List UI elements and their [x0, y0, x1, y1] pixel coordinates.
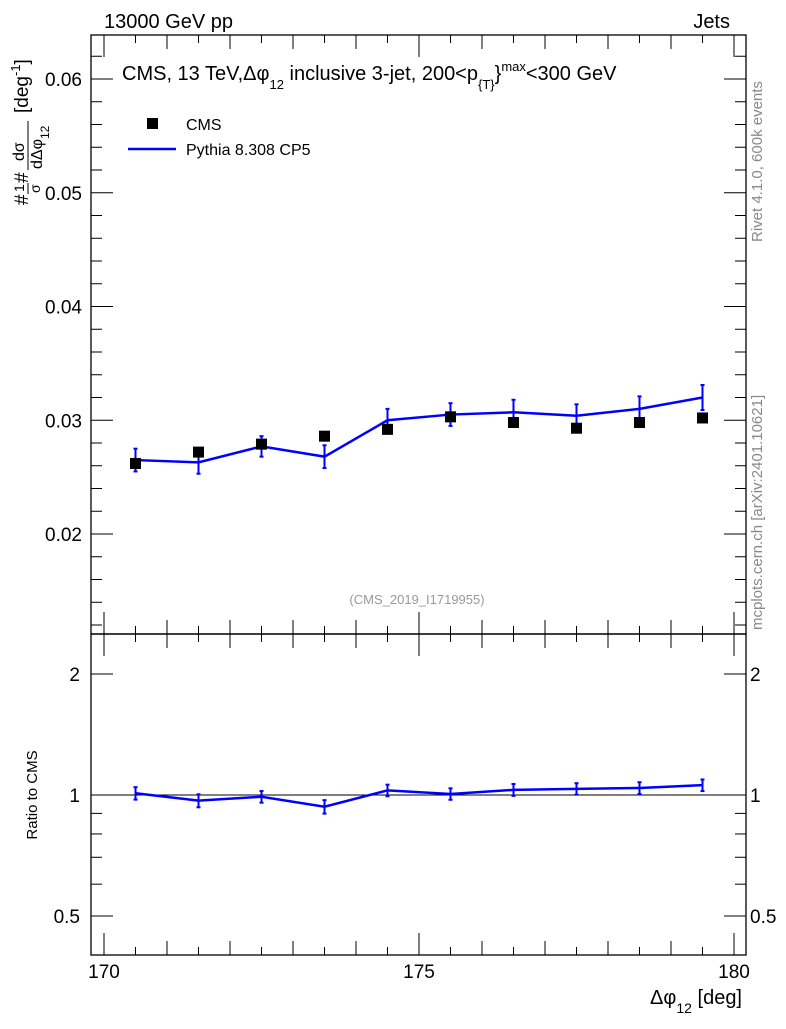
- side-label-mcplots: mcplots.cern.ch [arXiv:2401.10621]: [749, 395, 766, 630]
- ratio-y-tick-label-right: 1: [750, 786, 761, 807]
- cms-point: [508, 417, 519, 429]
- x-tick-labels: 170 175 180: [88, 962, 750, 983]
- y-tick-label: 0.03: [45, 411, 82, 432]
- cms-point: [571, 422, 582, 434]
- cms-point: [256, 438, 267, 450]
- ratio-y-tick-label-right: 0.5: [750, 907, 776, 928]
- ratio-y-tick-label: 2: [69, 665, 80, 686]
- svg-text:#: #: [12, 172, 33, 183]
- header-right: Jets: [693, 11, 730, 33]
- cms-point: [193, 446, 204, 458]
- cms-point: [634, 417, 645, 429]
- y-tick-label: 0.02: [45, 525, 82, 546]
- x-tick-label: 170: [88, 962, 120, 983]
- svg-text:dσ: dσ: [11, 142, 28, 161]
- x-axis-label: Δφ12 [deg]: [650, 987, 742, 1016]
- cms-point: [697, 412, 708, 424]
- ratio-line: [135, 783, 703, 809]
- svg-text:1: 1: [11, 184, 27, 192]
- y-tick-label: 0.04: [45, 298, 82, 319]
- ratio-y-axis-label: Ratio to CMS: [24, 750, 41, 839]
- main-y-axis-label: # 1 σ # dσ dΔφ12 [deg-1]: [8, 59, 52, 205]
- legend-label-cms: CMS: [186, 117, 222, 134]
- cms-point: [130, 457, 141, 469]
- ratio-y-tick-label-right: 2: [750, 665, 761, 686]
- svg-text:dΔφ12: dΔφ12: [29, 125, 52, 169]
- ratio-y-tick-label: 1: [69, 786, 80, 807]
- legend: CMS Pythia 8.308 CP5: [128, 117, 311, 159]
- svg-text:[deg-1]: [deg-1]: [8, 59, 33, 113]
- cms-point: [382, 423, 393, 435]
- legend-label-pythia: Pythia 8.308 CP5: [186, 142, 311, 159]
- pythia-line: [135, 396, 703, 464]
- ratio-y-tick-labels: 0.5 0.5 1 1 2 2: [54, 665, 777, 928]
- axis-ticks: [91, 35, 746, 955]
- legend-marker-cms: [147, 118, 158, 129]
- cms-point: [319, 430, 330, 442]
- y-tick-label: 0.06: [45, 70, 82, 91]
- x-tick-label: 180: [718, 962, 750, 983]
- main-y-tick-labels: 0.02 0.03 0.04 0.05 0.06: [45, 70, 82, 546]
- x-tick-label: 175: [403, 962, 435, 983]
- main-data: [130, 383, 708, 475]
- header-left: 13000 GeV pp: [104, 11, 233, 33]
- ratio-data: [133, 778, 705, 815]
- cms-point: [445, 411, 456, 423]
- side-label-rivet: Rivet 4.1.0, 600k events: [749, 81, 766, 242]
- ratio-y-tick-label: 0.5: [54, 907, 80, 928]
- y-tick-label: 0.05: [45, 184, 82, 205]
- svg-text:#: #: [12, 194, 33, 205]
- analysis-id: (CMS_2019_I1719955): [349, 592, 484, 607]
- svg-text:σ: σ: [27, 184, 43, 193]
- chart-title: CMS, 13 TeV,Δφ12 inclusive 3-jet, 200<p{…: [122, 59, 617, 92]
